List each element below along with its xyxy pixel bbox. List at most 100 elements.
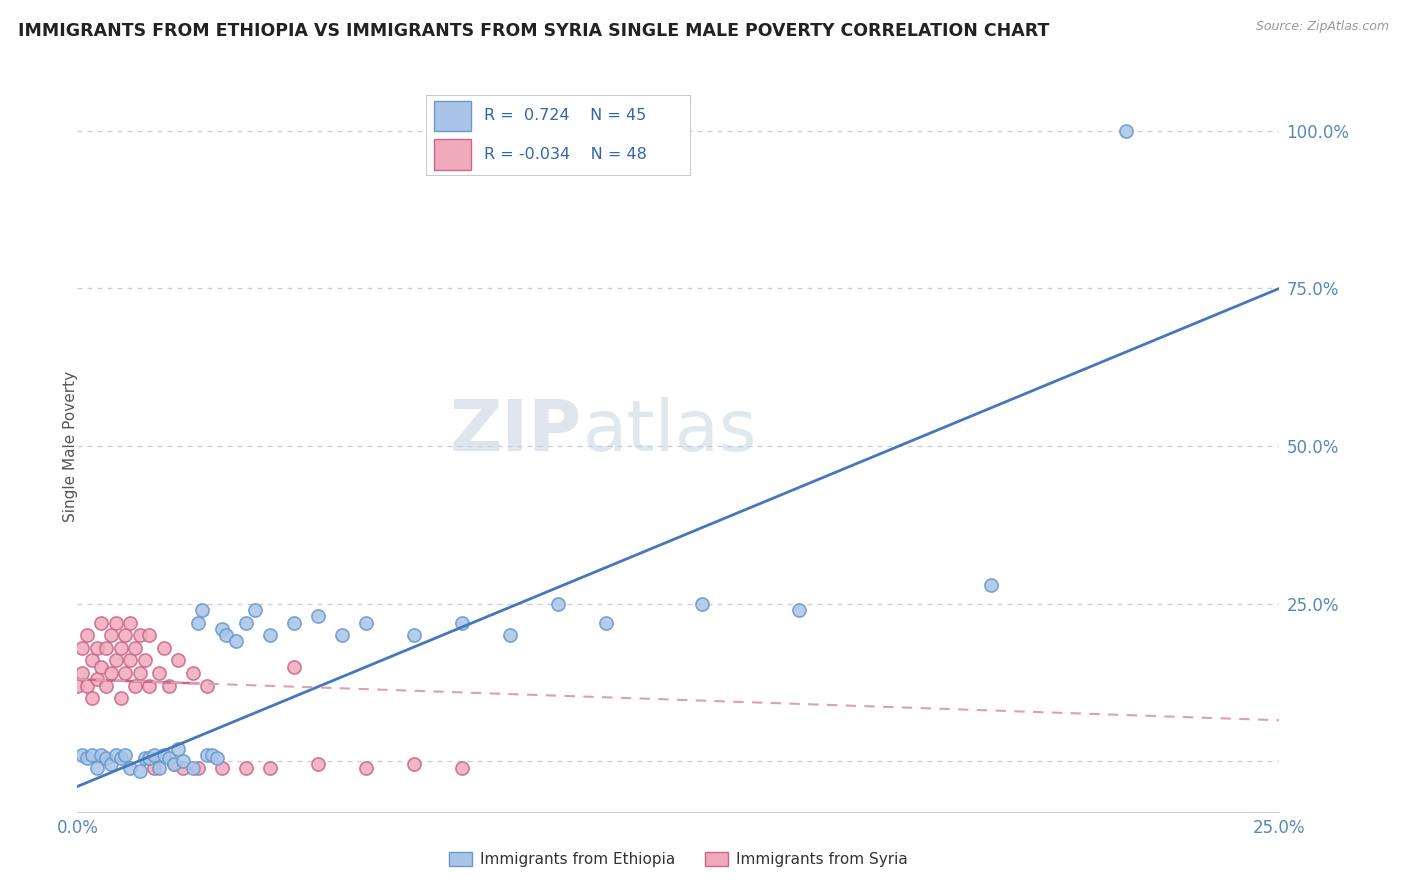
Point (547, 597, 569, 611)
Bar (434, 101, 471, 131)
Point (114, 747, 136, 762)
Point (110, 691, 132, 706)
Point (104, 747, 127, 762)
Point (162, 757, 184, 772)
Point (167, 741, 190, 756)
Point (96, 751, 118, 765)
Point (128, 665, 150, 680)
Point (201, 747, 224, 762)
Point (162, 757, 184, 772)
Point (66, 679, 89, 693)
Point (167, 653, 190, 667)
Point (245, 603, 267, 617)
Point (283, 615, 305, 630)
Point (195, 747, 218, 762)
Point (110, 640, 132, 655)
Point (225, 634, 247, 648)
Point (181, 761, 204, 775)
Point (100, 757, 122, 772)
Point (86, 761, 108, 775)
Point (86, 640, 108, 655)
Point (143, 761, 166, 775)
Point (692, 597, 714, 611)
Point (215, 628, 238, 642)
Point (153, 640, 176, 655)
Point (70, 747, 93, 762)
Point (80, 691, 103, 706)
Point (499, 628, 522, 642)
Point (259, 628, 281, 642)
Point (76, 679, 98, 693)
Point (172, 761, 194, 775)
Point (124, 679, 146, 693)
Point (191, 603, 214, 617)
Point (283, 659, 305, 673)
Point (100, 665, 122, 680)
Point (128, 764, 150, 778)
Point (330, 628, 353, 642)
Point (134, 751, 156, 765)
Point (153, 747, 176, 762)
Point (402, 757, 425, 772)
Point (195, 679, 218, 693)
Point (70, 665, 93, 680)
Point (90, 747, 112, 762)
Point (451, 761, 474, 775)
Point (157, 751, 180, 765)
Point (211, 761, 233, 775)
Point (70, 640, 93, 655)
Point (120, 653, 142, 667)
Point (114, 665, 136, 680)
Point (307, 757, 329, 772)
Point (157, 679, 180, 693)
Point (205, 751, 228, 765)
Point (90, 659, 112, 673)
Point (96, 679, 118, 693)
Point (148, 761, 170, 775)
Point (354, 615, 377, 630)
Point (354, 761, 377, 775)
Text: R =  0.724    N = 45: R = 0.724 N = 45 (484, 108, 647, 123)
Point (124, 640, 146, 655)
Point (187, 615, 209, 630)
Point (307, 609, 329, 624)
Point (259, 761, 281, 775)
Point (138, 628, 160, 642)
Point (120, 615, 142, 630)
Point (90, 615, 112, 630)
Point (138, 751, 160, 765)
Point (134, 653, 156, 667)
Point (181, 665, 204, 680)
Point (96, 640, 118, 655)
Legend: Immigrants from Ethiopia, Immigrants from Syria: Immigrants from Ethiopia, Immigrants fro… (443, 847, 914, 873)
Point (80, 653, 103, 667)
Point (86, 673, 108, 687)
Point (235, 615, 257, 630)
Y-axis label: Single Male Poverty: Single Male Poverty (63, 370, 77, 522)
Point (211, 622, 233, 636)
Text: ZIP: ZIP (450, 397, 582, 466)
Point (402, 628, 425, 642)
Point (100, 628, 122, 642)
Point (451, 615, 474, 630)
Point (120, 761, 142, 775)
Text: atlas: atlas (582, 397, 756, 466)
Point (76, 628, 98, 642)
Point (980, 578, 1002, 592)
Point (148, 665, 170, 680)
Point (235, 761, 257, 775)
Text: Source: ZipAtlas.com: Source: ZipAtlas.com (1256, 20, 1389, 33)
Point (787, 603, 810, 617)
Text: IMMIGRANTS FROM ETHIOPIA VS IMMIGRANTS FROM SYRIA SINGLE MALE POVERTY CORRELATIO: IMMIGRANTS FROM ETHIOPIA VS IMMIGRANTS F… (18, 22, 1050, 40)
Point (143, 747, 166, 762)
Point (595, 615, 617, 630)
Point (104, 653, 127, 667)
Point (114, 628, 136, 642)
Point (1115, 124, 1137, 138)
Text: R = -0.034    N = 48: R = -0.034 N = 48 (484, 147, 647, 162)
Point (110, 751, 132, 765)
Point (138, 679, 160, 693)
Point (172, 754, 194, 768)
Point (104, 615, 127, 630)
Point (187, 761, 209, 775)
